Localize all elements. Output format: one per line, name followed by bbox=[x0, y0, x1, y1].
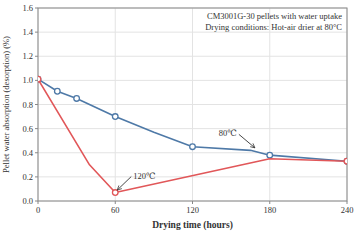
x-grid-line bbox=[269, 8, 270, 201]
annotation-label: 120℃ bbox=[133, 171, 155, 181]
x-grid-line bbox=[192, 8, 193, 201]
curve-marker bbox=[74, 96, 80, 102]
data bbox=[38, 76, 347, 195]
x-tick-label: 0 bbox=[36, 205, 40, 215]
curve-line bbox=[38, 79, 347, 161]
y-tick-label: 0.8 bbox=[22, 100, 33, 110]
curve-marker bbox=[190, 144, 196, 150]
y-tick-label: 0.6 bbox=[22, 124, 33, 134]
annotations: 80℃ 120℃ bbox=[117, 128, 255, 190]
curve-marker bbox=[55, 88, 61, 94]
curve-marker bbox=[38, 76, 41, 82]
plot-frame bbox=[38, 8, 347, 201]
x-tick-label: 240 bbox=[341, 205, 354, 215]
y-tick-label: 0.0 bbox=[22, 196, 33, 206]
subtitle: Drying conditions: Hot-air drier at 80°C bbox=[205, 22, 342, 32]
x-tick-label: 180 bbox=[263, 205, 276, 215]
grid bbox=[38, 8, 347, 201]
y-tick-label: 1.6 bbox=[22, 3, 33, 13]
annotation-arrow bbox=[239, 134, 255, 148]
y-tick-label: 1.4 bbox=[22, 27, 33, 37]
y-tick-label: 0.2 bbox=[22, 172, 33, 182]
y-tick-label: 0.4 bbox=[22, 148, 33, 158]
curve-marker bbox=[344, 158, 347, 164]
chart: 0.0 0.2 0.4 0.6 0.8 1.0 1.2 1.4 1.6 0 60 120 180 240 D… bbox=[0, 0, 357, 233]
title: CM3001G-30 pellets with water uptake bbox=[207, 11, 342, 21]
y-tick-label: 1.2 bbox=[22, 51, 33, 61]
curve-marker bbox=[344, 158, 347, 164]
curve-marker bbox=[112, 114, 118, 120]
plot-background bbox=[38, 8, 347, 201]
y-tick-label: 1.0 bbox=[22, 75, 33, 85]
annotation-arrow bbox=[117, 177, 131, 191]
x-tick-label: 120 bbox=[186, 205, 199, 215]
x-axis-label: Drying time (hours) bbox=[152, 220, 233, 231]
curve-marker bbox=[112, 190, 118, 196]
annotation-label: 80℃ bbox=[219, 128, 237, 138]
x-tick-label: 60 bbox=[111, 205, 120, 215]
y-axis-label: Pellet water absorption (desorption) (%) bbox=[1, 36, 11, 173]
curve-marker bbox=[38, 76, 41, 82]
axes: 0.0 0.2 0.4 0.6 0.8 1.0 1.2 1.4 1.6 0 60 120 180 240 bbox=[22, 3, 353, 215]
curve-line bbox=[38, 79, 347, 192]
x-grid-line bbox=[115, 8, 116, 201]
curve-marker bbox=[267, 152, 273, 158]
